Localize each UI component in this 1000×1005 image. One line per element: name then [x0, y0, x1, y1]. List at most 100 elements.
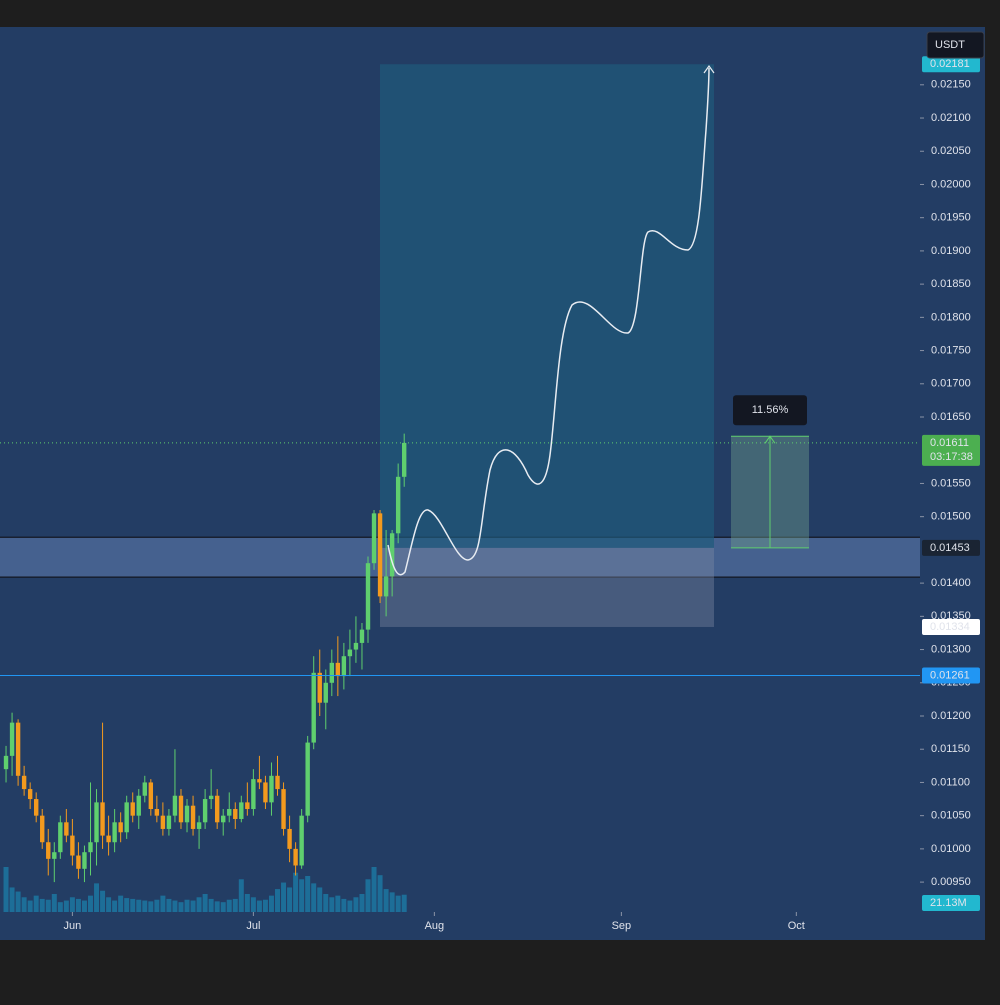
candle-body — [245, 802, 250, 810]
candle-body — [233, 809, 238, 819]
y-tick-label: 0.00950 — [931, 876, 971, 888]
y-tick-label: 0.02150 — [931, 79, 971, 91]
y-tick-label: 0.01200 — [931, 710, 971, 722]
volume-bar — [184, 899, 190, 912]
candle-body — [124, 802, 129, 833]
candle-body — [172, 795, 178, 816]
volume-bar — [106, 897, 112, 912]
candle-body — [275, 775, 280, 790]
volume-bar — [178, 902, 184, 912]
candle-body — [82, 852, 87, 869]
candle-body — [160, 815, 166, 829]
y-tick-label: 0.01850 — [931, 278, 971, 290]
currency-button[interactable] — [926, 31, 985, 59]
volume-bar — [389, 892, 395, 912]
candle-body — [263, 782, 268, 803]
stop-price-label-box — [922, 618, 980, 635]
entry-price-label-box — [922, 539, 980, 556]
y-tick-label: 0.01050 — [931, 810, 971, 822]
candle-body — [64, 822, 69, 836]
levels-layer — [0, 442, 985, 676]
volume-bar — [63, 900, 69, 912]
entry-price-label: 0.01453 — [930, 542, 970, 554]
candle-body — [317, 672, 322, 703]
candle-body — [154, 809, 160, 816]
candle-body — [257, 779, 262, 783]
candle-layer — [3, 433, 407, 883]
price-axis-panel — [920, 27, 985, 912]
volume-bar — [154, 899, 160, 912]
volume-bar — [256, 900, 262, 912]
candle-body — [269, 775, 274, 803]
candle-body — [221, 815, 226, 823]
candle-body — [112, 822, 117, 843]
candle-body — [148, 782, 154, 810]
volume-bar — [45, 899, 51, 912]
volume-bar — [311, 883, 317, 912]
volume-bar — [401, 894, 407, 912]
volume-label-box — [922, 895, 980, 911]
stop-price-label: 0.01334 — [930, 621, 970, 633]
y-tick-label: 0.01100 — [931, 776, 970, 788]
volume-bar — [317, 887, 323, 912]
volume-bar — [281, 882, 287, 912]
volume-bar — [130, 898, 136, 912]
candle-body — [299, 815, 304, 866]
candle-body — [341, 656, 347, 677]
candle-body — [365, 563, 371, 630]
candle-body — [353, 642, 359, 650]
candle-body — [293, 848, 298, 866]
candle-body — [251, 779, 256, 810]
measure-label-box — [733, 395, 807, 426]
candle-body — [239, 802, 244, 819]
x-tick-label: Jul — [246, 920, 260, 932]
drawings-layer: 11.56% — [0, 64, 920, 627]
volume-bar — [21, 897, 27, 912]
volume-bar — [112, 900, 118, 912]
volume-bar — [202, 894, 208, 912]
volume-bar — [142, 900, 148, 912]
candle-body — [383, 576, 389, 597]
volume-bar — [124, 898, 130, 912]
volume-bar — [214, 901, 220, 912]
target-price-label: 0.02181 — [930, 58, 970, 70]
candle-body — [27, 789, 33, 800]
volume-bar — [87, 895, 93, 912]
axis-layer: 0.00950 0.01000 0.01050 0.01100 0.01150 0.012… — [64, 56, 980, 932]
candle-body — [3, 755, 9, 770]
y-tick-label: 0.01800 — [931, 311, 971, 323]
volume-bar — [238, 879, 244, 912]
volume-bar — [335, 895, 341, 912]
measure-label: 11.56% — [752, 404, 789, 416]
volume-bar — [166, 898, 172, 912]
volume-bar — [262, 899, 268, 912]
projection-path — [387, 67, 710, 576]
current-price-box — [922, 434, 980, 466]
volume-bar — [226, 899, 232, 912]
volume-bar — [57, 902, 63, 912]
candle-body — [15, 722, 21, 776]
volume-bar — [287, 887, 293, 912]
candle-body — [166, 815, 172, 829]
candle-body — [202, 799, 208, 823]
volume-bar — [39, 898, 45, 912]
candle-body — [311, 672, 316, 743]
volume-bar — [15, 891, 21, 912]
volume-bar — [323, 894, 329, 912]
candle-body — [389, 533, 395, 577]
volume-bar — [148, 901, 154, 912]
volume-bar — [160, 895, 166, 912]
volume-bar — [232, 898, 238, 912]
volume-bar — [3, 867, 9, 912]
candle-body — [52, 852, 57, 859]
candle-body — [9, 722, 15, 756]
x-tick-label: Aug — [425, 920, 445, 932]
candle-body — [377, 513, 383, 597]
candle-body — [136, 795, 141, 816]
candle-body — [88, 842, 93, 853]
volume-bar — [100, 890, 106, 912]
y-tick-label: 0.01650 — [931, 411, 971, 423]
alert-price-label: 0.01261 — [930, 669, 970, 681]
y-tick-label: 0.01300 — [931, 643, 971, 655]
